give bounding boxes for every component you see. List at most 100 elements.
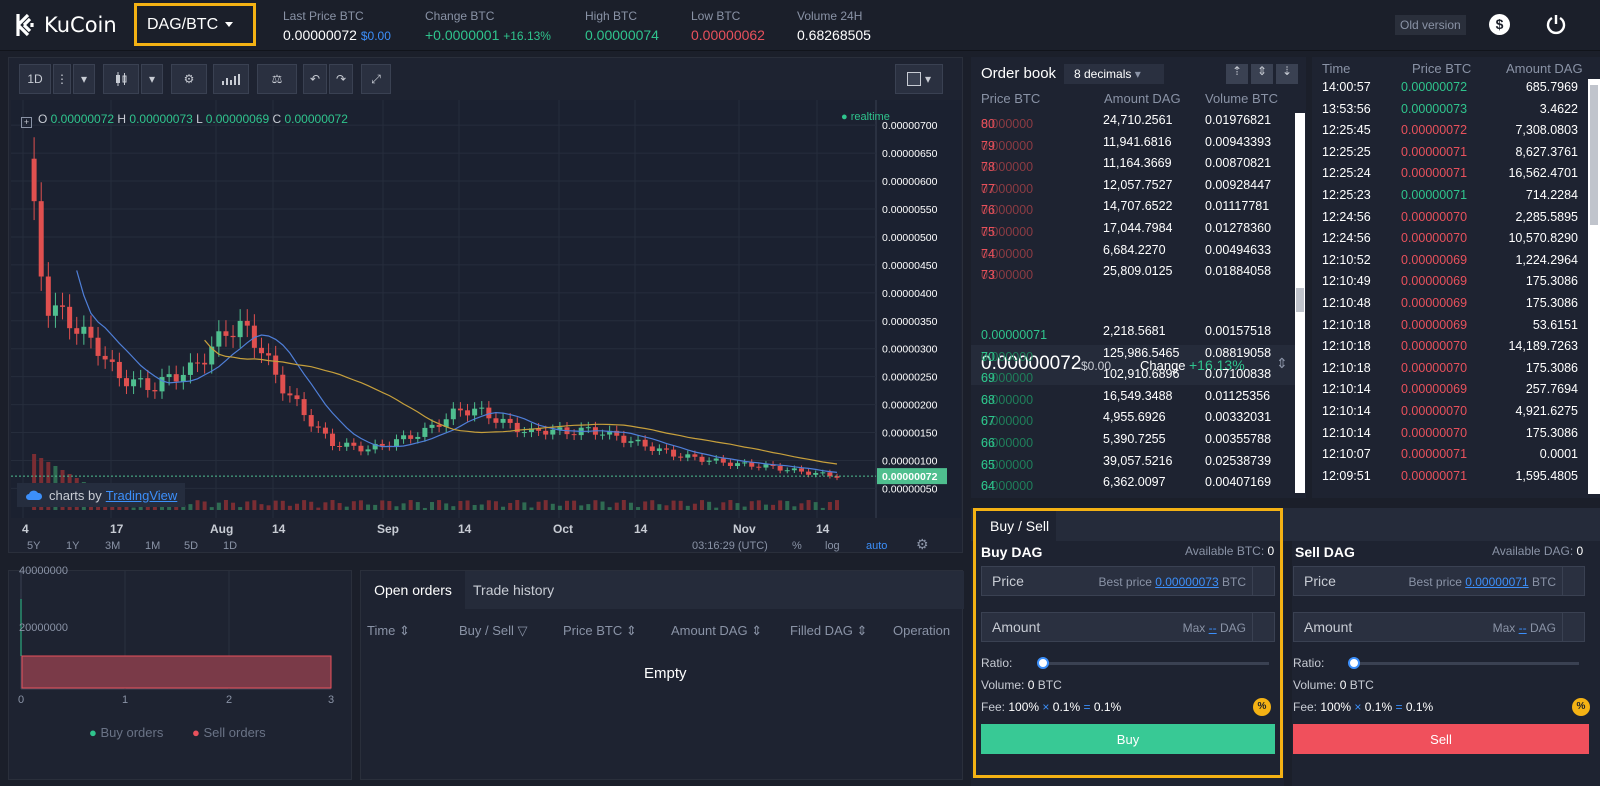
auto-toggle[interactable]: auto: [866, 540, 888, 552]
ask-row[interactable]: 0.000000 79 11,941.6816 0.00943393: [981, 134, 1272, 153]
ask-row[interactable]: 0.000000 75 17,044.7984 0.01278360: [981, 221, 1272, 239]
bid-row[interactable]: 0.000000 68 16,549.3488 0.01125356: [981, 388, 1271, 407]
range-3m[interactable]: 3M: [105, 540, 121, 552]
col-filled[interactable]: Filled DAG ⇕: [790, 623, 868, 638]
kucoin-logo[interactable]: KuCoin: [14, 12, 117, 38]
bid-row[interactable]: 0.000000 64 6,362.0097 0.00407169: [981, 475, 1272, 494]
redo-icon[interactable]: ↷: [329, 64, 353, 94]
power-icon[interactable]: [1545, 13, 1567, 35]
sell-ratio-knob[interactable]: [1348, 657, 1360, 669]
col-buy-sell[interactable]: Buy / Sell ▽: [459, 623, 528, 638]
scrollbar[interactable]: [1295, 113, 1305, 493]
col-time[interactable]: Time ⇕: [367, 623, 410, 638]
sell-button[interactable]: Sell: [1293, 724, 1589, 754]
volume-bar: [465, 500, 470, 510]
bid-row[interactable]: 0.000000 66 5,390.7255 0.00355788: [981, 432, 1272, 450]
buy-ratio-knob[interactable]: [1037, 657, 1049, 669]
sell-best-price-link[interactable]: 0.00000071: [1465, 575, 1529, 589]
volume-bar: [280, 500, 285, 510]
pair-selector[interactable]: DAG/BTC: [134, 3, 256, 46]
range-1y[interactable]: 1Y: [66, 540, 80, 552]
ask-row[interactable]: 0.000000 78 11,164.3669 0.00870821: [981, 156, 1272, 175]
range-5y[interactable]: 5Y: [27, 540, 41, 552]
tab-buy-sell[interactable]: Buy / Sell: [976, 508, 1056, 541]
tradingview-link[interactable]: TradingView: [105, 487, 178, 503]
volume-bar: [813, 502, 818, 510]
price-stepper[interactable]: [1252, 567, 1274, 595]
candlestick-chart[interactable]: 0.00000700 0.00000650 0.00000600 0.00000550…: [11, 100, 961, 518]
ask-row[interactable]: 0.000000 76 14,707.6522 0.01117781: [981, 199, 1270, 218]
candle-style-icon[interactable]: [103, 64, 139, 94]
asks-only-icon[interactable]: ⇡: [1226, 64, 1248, 84]
volume-bar: [607, 507, 612, 510]
y-tick-label: 0.00000100: [882, 455, 938, 467]
col-price[interactable]: Price BTC ⇕: [563, 623, 637, 638]
more-icon[interactable]: ⋮: [53, 64, 71, 94]
tab-trade-history[interactable]: Trade history: [473, 582, 555, 598]
sell-amount-field[interactable]: Amount Max -- DAG: [1293, 612, 1585, 642]
col-amount[interactable]: Amount DAG ⇕: [671, 623, 763, 638]
both-sides-icon[interactable]: ⇕: [1251, 64, 1273, 84]
indicators-icon[interactable]: [213, 64, 249, 94]
buy-ratio-slider[interactable]: [1043, 662, 1269, 665]
ask-row[interactable]: 0.000000 73 25,809.0125 0.01884058: [981, 264, 1272, 283]
ob-col-volume: Volume BTC: [1205, 91, 1278, 106]
range-5d[interactable]: 5D: [184, 540, 199, 552]
chevron-down-icon[interactable]: ▾: [141, 64, 163, 94]
sell-fee: Fee: 100% × 0.1% = 0.1%: [1293, 700, 1434, 714]
buy-amount-field[interactable]: Amount Max -- DAG: [981, 612, 1275, 642]
chart-snapshot-button[interactable]: ▾: [895, 64, 943, 94]
gear-icon[interactable]: ⚙: [171, 64, 207, 94]
chevron-down-icon[interactable]: ▾: [73, 64, 95, 94]
ask-row[interactable]: 0.000000 74 6,684.2270 0.00494633: [981, 242, 1272, 261]
compare-icon[interactable]: ⚖: [257, 64, 297, 94]
range-1d[interactable]: 1D: [223, 540, 238, 552]
log-toggle[interactable]: log: [825, 540, 840, 552]
bid-row[interactable]: 0.000000 70 125,986.5465 0.08819058: [981, 345, 1272, 364]
buy-button[interactable]: Buy: [981, 724, 1275, 754]
trades-col-time: Time: [1322, 61, 1351, 76]
fullscreen-icon[interactable]: ⤢: [361, 64, 391, 94]
candle-body: [81, 326, 87, 334]
candle-body: [720, 458, 726, 463]
gear-icon[interactable]: ⚙: [916, 536, 929, 552]
volume-bar: [827, 501, 832, 510]
ob-volume: 0.00407169: [1205, 475, 1272, 490]
tab-open-orders[interactable]: Open orders: [361, 571, 465, 609]
trade-time: 12:10:18: [1322, 317, 1371, 332]
bid-row[interactable]: 0.000000 67 4,955.6926 0.00332031: [981, 410, 1272, 429]
bid-row[interactable]: 0.00000071 2,218.5681 0.00157518: [981, 324, 1272, 342]
undo-icon[interactable]: ↶: [303, 64, 327, 94]
scrollbar[interactable]: [1588, 79, 1600, 494]
bid-row[interactable]: 0.000000 65 39,057.5216 0.02538739: [981, 453, 1272, 472]
amount-stepper[interactable]: [1252, 613, 1274, 641]
range-1m[interactable]: 1M: [145, 540, 161, 552]
ask-row[interactable]: 0.000000 80 24,710.2561 0.01976821: [981, 113, 1272, 131]
trade-time: 12:09:51: [1322, 468, 1371, 483]
price-stepper[interactable]: [1562, 567, 1584, 595]
sell-price-field[interactable]: Price Best price 0.00000071 BTC: [1293, 566, 1585, 596]
bids-only-icon[interactable]: ⇣: [1276, 64, 1298, 84]
buy-price-field[interactable]: Price Best price 0.00000073 BTC: [981, 566, 1275, 596]
candle-body: [493, 418, 499, 423]
dollar-icon[interactable]: $: [1489, 14, 1510, 35]
amount-stepper[interactable]: [1562, 613, 1584, 641]
tradingview-watermark[interactable]: charts by TradingView: [17, 483, 186, 507]
ask-row[interactable]: 0.000000 77 12,057.7527 0.00928447: [981, 177, 1272, 196]
interval-button[interactable]: 1D: [19, 64, 51, 94]
candle-body: [131, 379, 137, 387]
old-version-link[interactable]: Old version: [1395, 15, 1466, 35]
decimals-select[interactable]: 8 decimals ▾: [1064, 64, 1164, 84]
bid-row[interactable]: 0.000000 69 102,910.6896 0.07100838: [981, 367, 1272, 386]
expand-icon[interactable]: +: [21, 117, 32, 128]
ob-volume: 0.00332031: [1205, 410, 1272, 425]
discount-icon[interactable]: %: [1253, 698, 1271, 716]
discount-icon[interactable]: %: [1572, 698, 1590, 716]
sell-ratio-slider[interactable]: [1353, 662, 1579, 665]
candle-body: [280, 374, 286, 394]
percent-toggle[interactable]: %: [792, 540, 802, 552]
volume-bar: [515, 500, 520, 510]
trade-time: 12:10:14: [1322, 404, 1371, 418]
candle-body: [784, 470, 790, 472]
buy-best-price-link[interactable]: 0.00000073: [1155, 575, 1219, 589]
